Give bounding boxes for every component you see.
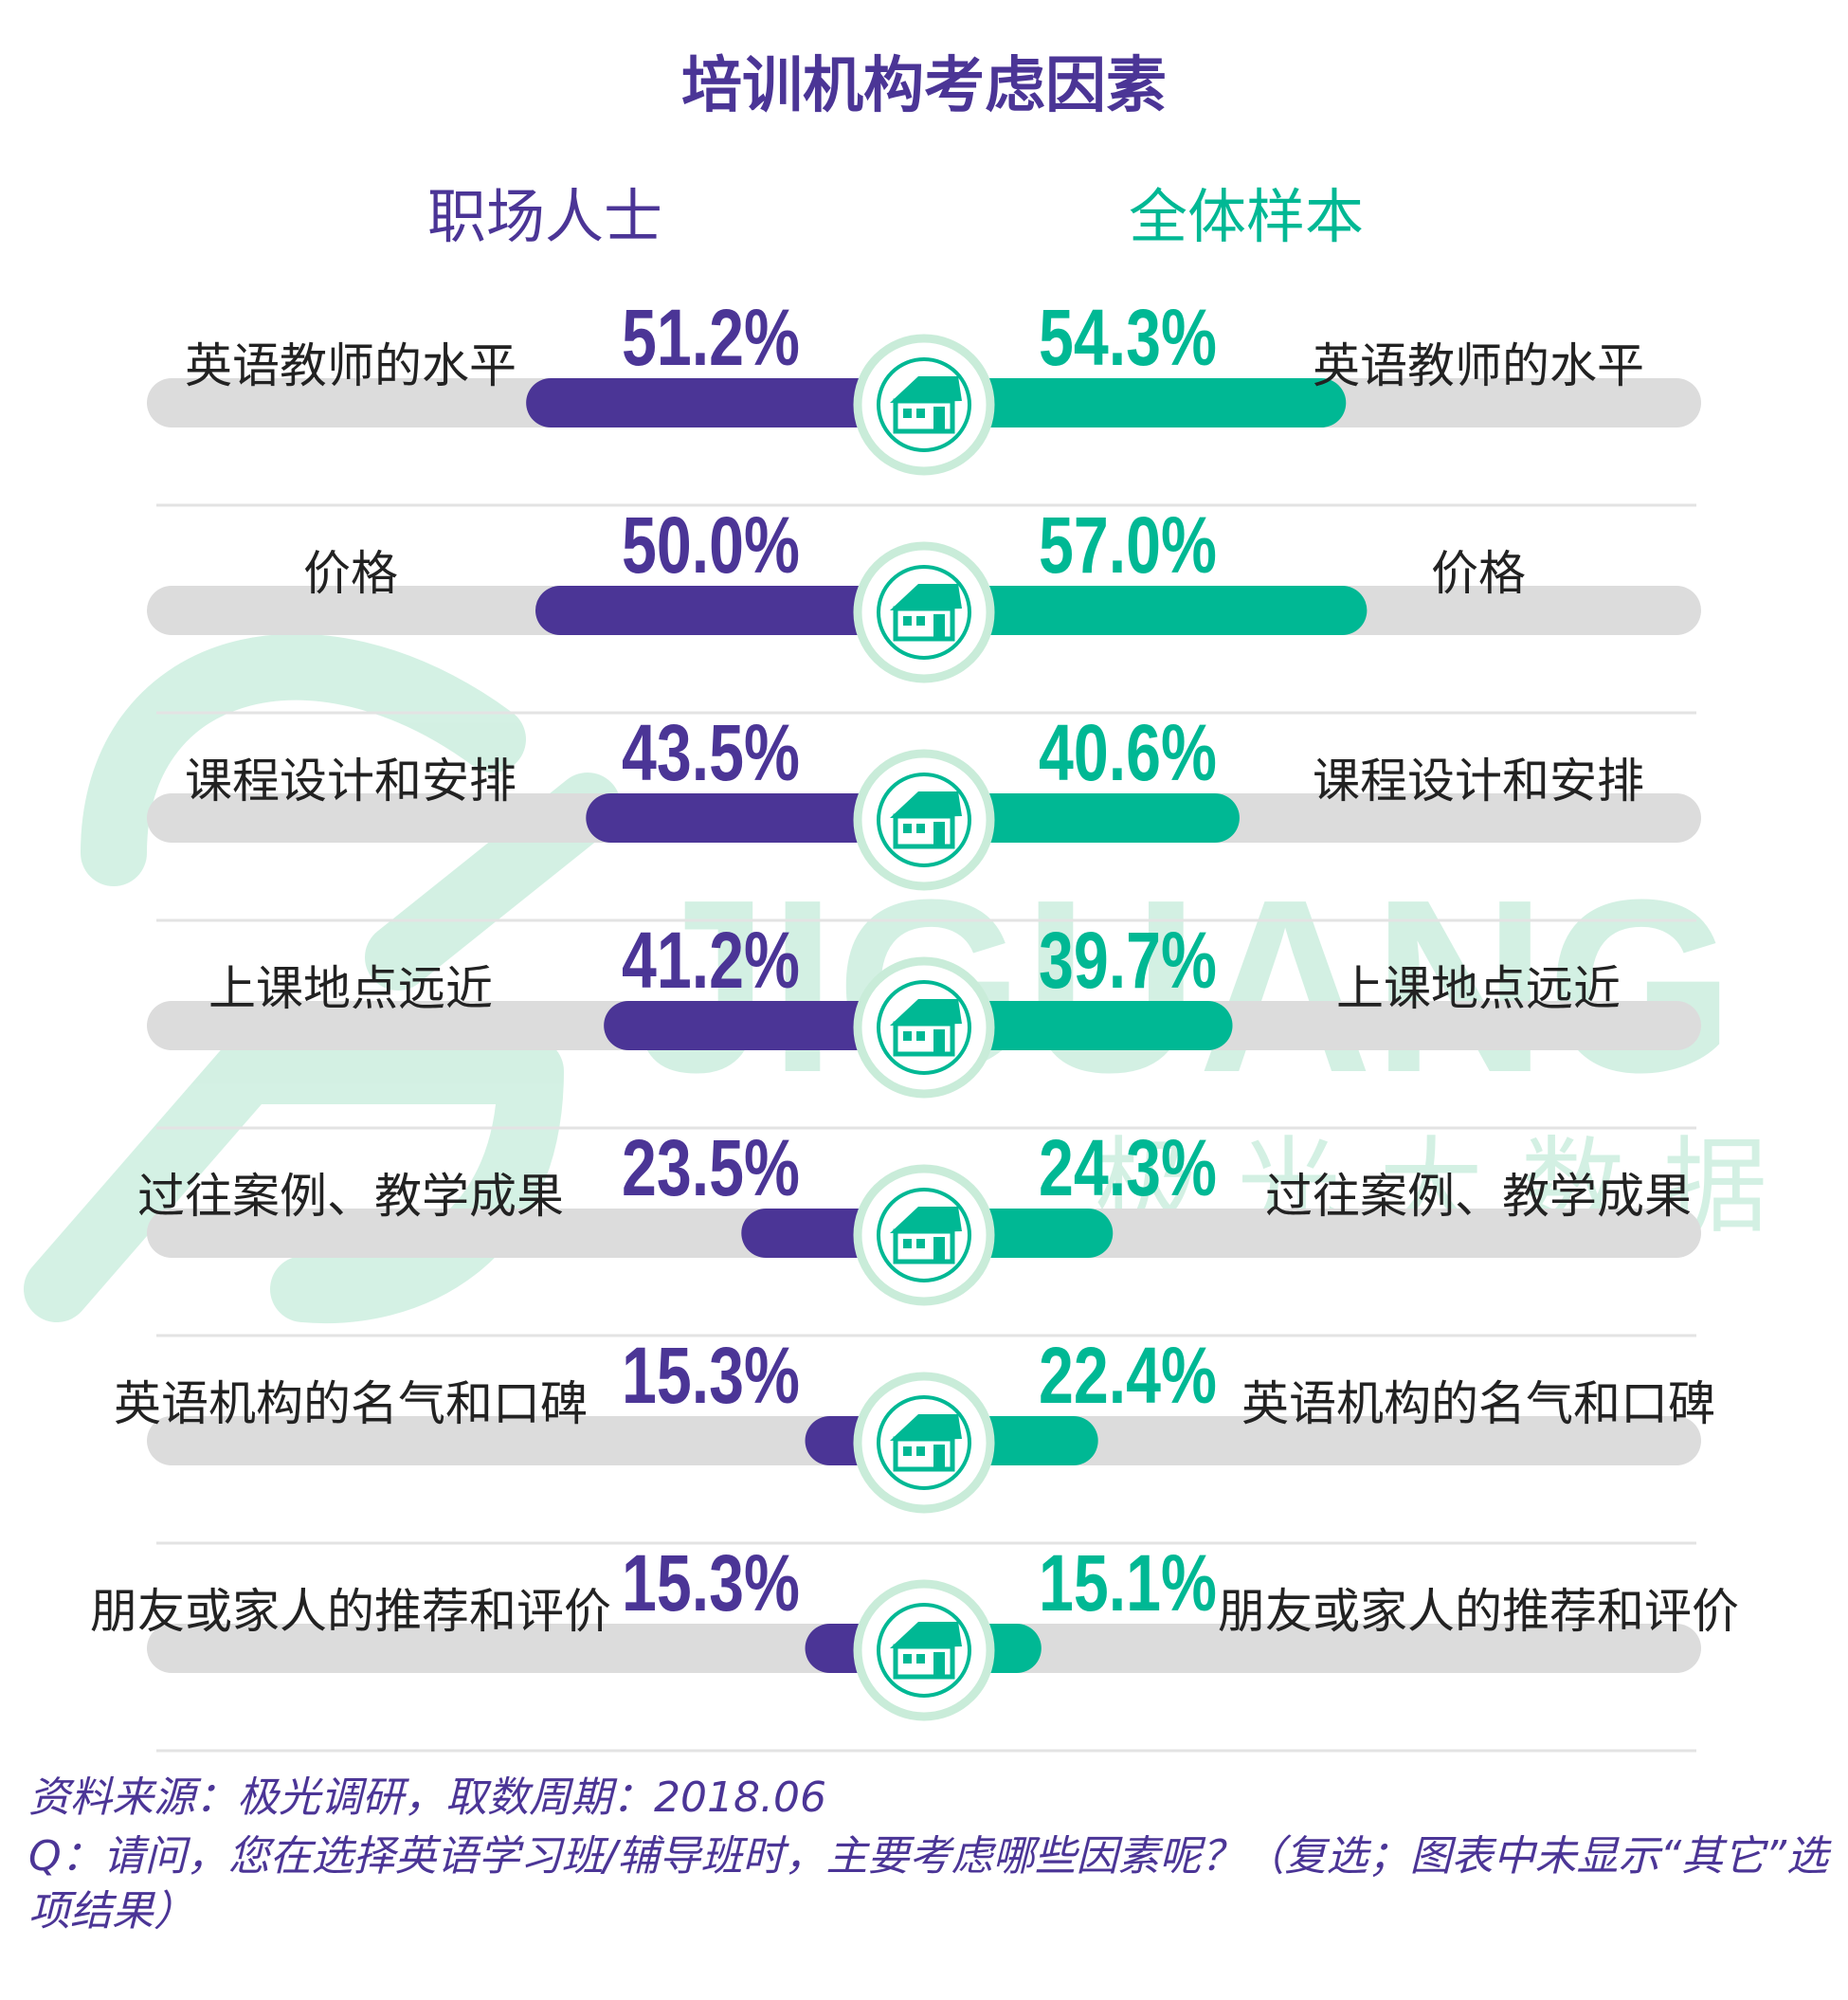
house-icon xyxy=(853,1579,995,1721)
bar-right xyxy=(915,793,1240,843)
value-label-right: 24.3% xyxy=(1039,1123,1217,1212)
house-icon xyxy=(853,334,995,476)
value-label-right: 39.7% xyxy=(1039,916,1217,1005)
house-icon xyxy=(853,956,995,1099)
category-label-left: 朋友或家人的推荐和评价 xyxy=(90,1584,611,1639)
value-label-left: 23.5% xyxy=(622,1123,800,1212)
category-label-left: 价格 xyxy=(303,546,398,601)
value-label-left: 15.3% xyxy=(622,1538,800,1627)
category-label-left: 课程设计和安排 xyxy=(185,754,516,809)
footer-question: Q：请问，您在选择英语学习班/辅导班时，主要考虑哪些因素呢？（复选；图表中未显示… xyxy=(28,1832,1829,1936)
category-label-left: 上课地点远近 xyxy=(208,961,493,1016)
value-label-right: 40.6% xyxy=(1039,708,1217,797)
value-label-left: 50.0% xyxy=(622,500,800,590)
category-label-left: 过往案例、教学成果 xyxy=(137,1169,564,1224)
house-icon xyxy=(853,749,995,891)
category-label-left: 英语教师的水平 xyxy=(185,338,516,393)
house-icon xyxy=(853,541,995,683)
value-label-right: 15.1% xyxy=(1039,1538,1217,1627)
footer-source: 资料来源：极光调研，取数周期：2018.06 xyxy=(28,1773,826,1822)
value-label-right: 22.4% xyxy=(1039,1331,1217,1420)
category-label-left: 英语机构的名气和口碑 xyxy=(114,1376,588,1431)
category-label-right: 价格 xyxy=(1431,546,1526,601)
bar-right xyxy=(915,378,1347,427)
bar-left xyxy=(604,1001,933,1050)
chart-title: 培训机构考虑因素 xyxy=(681,51,1167,121)
value-label-right: 54.3% xyxy=(1039,293,1217,382)
value-label-left: 41.2% xyxy=(622,916,800,1005)
legend-left: 职场人士 xyxy=(427,182,662,251)
value-label-left: 43.5% xyxy=(622,708,800,797)
category-label-right: 朋友或家人的推荐和评价 xyxy=(1218,1584,1739,1639)
house-icon xyxy=(853,1164,995,1306)
bar-right xyxy=(915,1001,1233,1050)
category-label-right: 英语教师的水平 xyxy=(1313,338,1644,393)
category-label-right: 上课地点远近 xyxy=(1336,961,1621,1016)
category-label-right: 课程设计和安排 xyxy=(1313,754,1644,809)
value-label-left: 51.2% xyxy=(622,293,800,382)
bar-left xyxy=(535,586,933,635)
category-label-right: 英语机构的名气和口碑 xyxy=(1241,1376,1715,1431)
house-icon xyxy=(853,1372,995,1514)
legend-right: 全体样本 xyxy=(1129,182,1364,251)
bar-left xyxy=(526,378,933,427)
value-label-left: 15.3% xyxy=(622,1331,800,1420)
chart-rows: 英语教师的水平 英语教师的水平 51.2% 54.3% 价格 价格 50.0% 57.0% 课程… xyxy=(90,293,1739,1753)
category-label-right: 过往案例、教学成果 xyxy=(1265,1169,1692,1224)
bar-right xyxy=(915,586,1368,635)
bar-left xyxy=(586,793,933,843)
value-label-right: 57.0% xyxy=(1039,500,1217,590)
watermark-text: JIGUANG xyxy=(635,849,1734,1124)
